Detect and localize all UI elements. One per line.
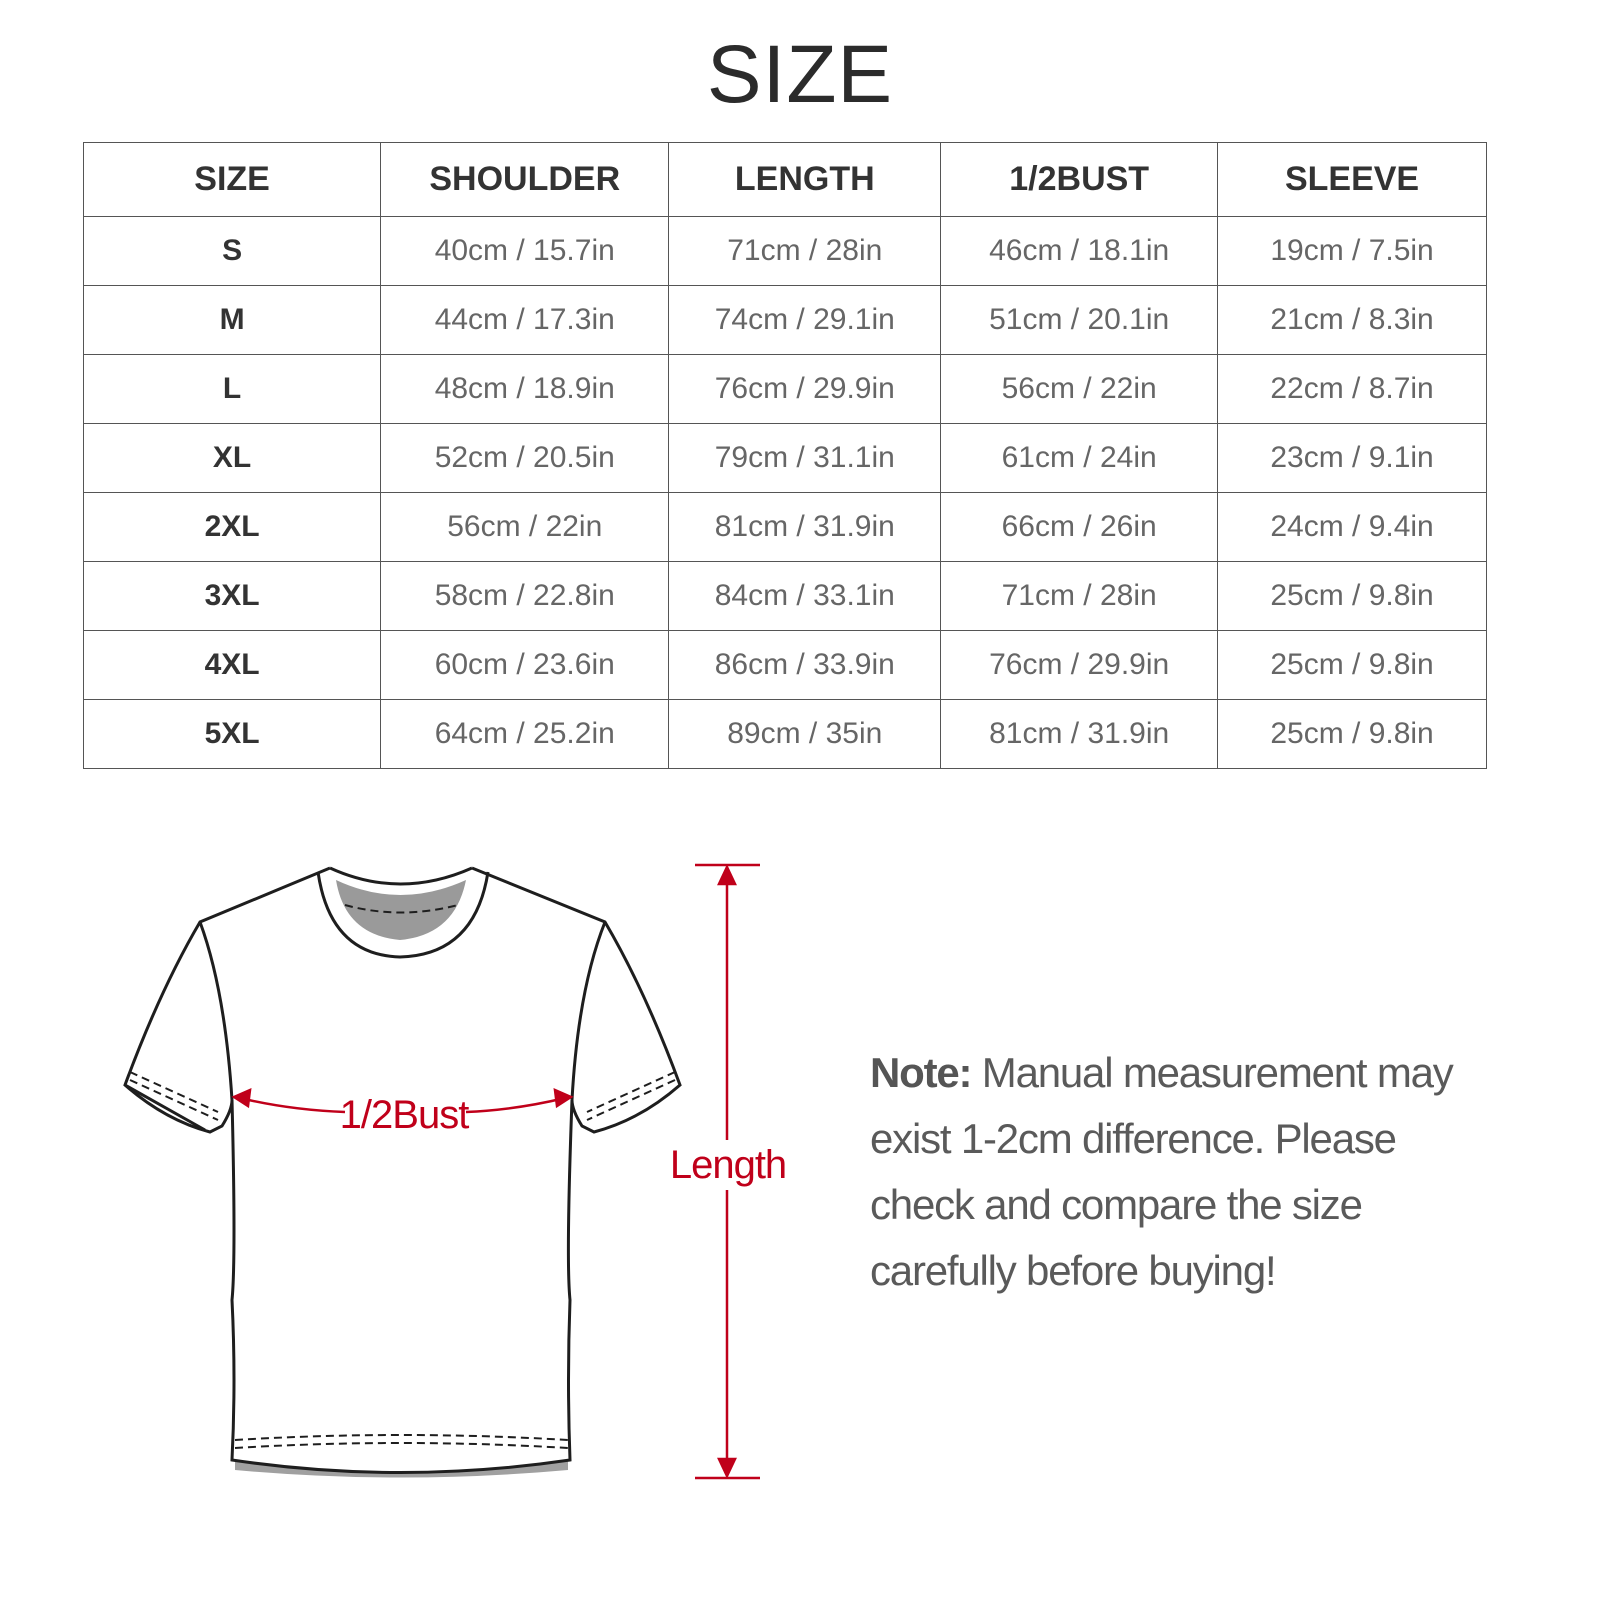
bust-label: 1/2Bust: [340, 1093, 470, 1137]
measurement-cell: 40cm / 15.7in: [380, 216, 670, 286]
size-cell: 5XL: [82, 699, 382, 769]
bust-measure-arrow: [231, 1087, 574, 1114]
measurement-cell: 81cm / 31.9in: [940, 699, 1219, 769]
column-header: SIZE: [82, 142, 382, 217]
table-row: S 40cm / 15.7in 71cm / 28in 46cm / 18.1in 19…: [82, 216, 1487, 286]
measurement-cell: 22cm / 8.7in: [1217, 354, 1487, 424]
measurement-cell: 79cm / 31.1in: [668, 423, 942, 493]
measurement-note: Note: Manual measurement may exist 1-2cm…: [870, 1040, 1510, 1304]
measurement-cell: 48cm / 18.9in: [380, 354, 670, 424]
column-header: 1/2BUST: [940, 142, 1219, 217]
measurement-cell: 86cm / 33.9in: [668, 630, 942, 700]
table-row: XL 52cm / 20.5in 79cm / 31.1in 61cm / 24in 2…: [82, 423, 1487, 493]
measurement-cell: 21cm / 8.3in: [1217, 285, 1487, 355]
length-measure-arrow: [695, 863, 760, 1480]
measurement-cell: 71cm / 28in: [668, 216, 942, 286]
measurement-cell: 25cm / 9.8in: [1217, 561, 1487, 631]
measurement-cell: 74cm / 29.1in: [668, 285, 942, 355]
measurement-cell: 25cm / 9.8in: [1217, 630, 1487, 700]
measurement-cell: 56cm / 22in: [940, 354, 1219, 424]
measurement-cell: 51cm / 20.1in: [940, 285, 1219, 355]
size-cell: 3XL: [82, 561, 382, 631]
measurement-cell: 64cm / 25.2in: [380, 699, 670, 769]
size-cell: S: [82, 216, 382, 286]
table-row: 2XL 56cm / 22in 81cm / 31.9in 66cm / 26in 24…: [82, 492, 1487, 562]
measurement-cell: 52cm / 20.5in: [380, 423, 670, 493]
measurement-cell: 84cm / 33.1in: [668, 561, 942, 631]
measurement-cell: 60cm / 23.6in: [380, 630, 670, 700]
column-header: SLEEVE: [1217, 142, 1487, 217]
measurement-cell: 71cm / 28in: [940, 561, 1219, 631]
table-row: M 44cm / 17.3in 74cm / 29.1in 51cm / 20.1in…: [82, 285, 1487, 355]
size-cell: M: [82, 285, 382, 355]
measurement-cell: 56cm / 22in: [380, 492, 670, 562]
table-header-row: SIZE SHOULDER LENGTH 1/2BUST SLEEVE: [82, 142, 1487, 217]
measurement-cell: 19cm / 7.5in: [1217, 216, 1487, 286]
table-row: L 48cm / 18.9in 76cm / 29.9in 56cm / 22in 22…: [82, 354, 1487, 424]
measurement-cell: 89cm / 35in: [668, 699, 942, 769]
size-cell: 4XL: [82, 630, 382, 700]
measurement-cell: 23cm / 9.1in: [1217, 423, 1487, 493]
table-row: 5XL 64cm / 25.2in 89cm / 35in 81cm / 31.9in…: [82, 699, 1487, 769]
measurement-cell: 81cm / 31.9in: [668, 492, 942, 562]
measurement-cell: 58cm / 22.8in: [380, 561, 670, 631]
table-row: 3XL 58cm / 22.8in 84cm / 33.1in 71cm / 28in…: [82, 561, 1487, 631]
note-label: Note:: [870, 1049, 973, 1096]
measurement-cell: 66cm / 26in: [940, 492, 1219, 562]
measurement-cell: 44cm / 17.3in: [380, 285, 670, 355]
column-header: LENGTH: [668, 142, 942, 217]
page-title: SIZE: [706, 29, 894, 120]
size-cell: 2XL: [82, 492, 382, 562]
size-cell: L: [82, 354, 382, 424]
tshirt-illustration: [123, 866, 682, 1478]
measurement-cell: 61cm / 24in: [940, 423, 1219, 493]
note-text: Manual measurement may exist 1-2cm diffe…: [870, 1049, 1454, 1294]
measurement-cell: 25cm / 9.8in: [1217, 699, 1487, 769]
length-label: Length: [670, 1143, 786, 1187]
size-table: SIZE SHOULDER LENGTH 1/2BUST SLEEVE S 40cm / …: [82, 142, 1487, 769]
measurement-cell: 24cm / 9.4in: [1217, 492, 1487, 562]
measurement-cell: 76cm / 29.9in: [668, 354, 942, 424]
